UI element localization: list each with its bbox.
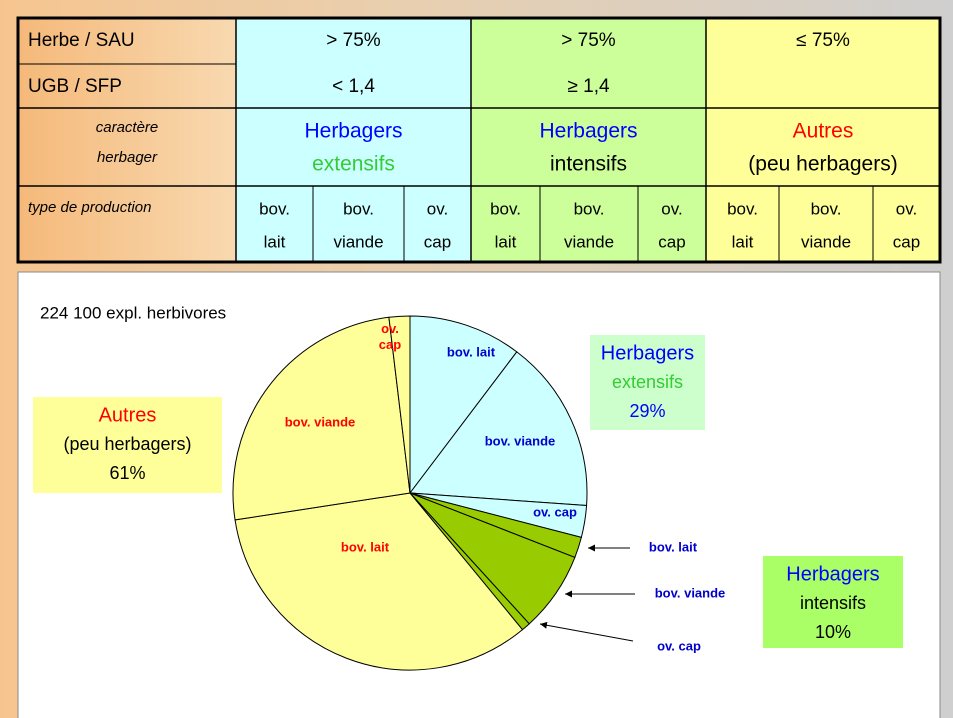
label: bov.	[811, 199, 842, 218]
label: cap	[424, 232, 451, 251]
label: viande	[801, 232, 851, 251]
arrow	[539, 621, 634, 642]
group-label: Herbagers	[601, 342, 694, 364]
label: Herbagers	[304, 120, 402, 143]
pie-slice	[232, 316, 411, 521]
slice-label: bov. viande	[485, 433, 556, 448]
chart-title: 224 100 expl. herbivores	[40, 303, 226, 322]
slice-label: ov. cap	[657, 638, 701, 653]
label: UGB / SFP	[28, 76, 122, 97]
label: intensifs	[550, 153, 627, 176]
label: cap	[893, 232, 920, 251]
pie-slice	[409, 351, 588, 507]
label: Herbagers	[539, 120, 637, 143]
label: Herbe / SAU	[28, 30, 135, 51]
header-cell	[18, 18, 236, 262]
group-label: Herbagers	[786, 563, 879, 585]
label: ov.	[661, 199, 682, 218]
group-label: 61%	[109, 463, 145, 483]
pie-slice	[234, 492, 524, 671]
slice-label: ov. cap	[533, 504, 577, 519]
group-cell	[236, 18, 471, 262]
label: bov.	[727, 199, 758, 218]
group-label: 10%	[815, 622, 851, 642]
label: > 75%	[326, 30, 381, 51]
group-label: 29%	[629, 401, 665, 421]
slice-label: bov. viande	[285, 414, 356, 429]
slice-label: bov. lait	[649, 539, 698, 554]
label: viande	[564, 232, 614, 251]
group-box	[33, 397, 222, 493]
label: lait	[732, 232, 754, 251]
label: cap	[658, 232, 685, 251]
label: caractère	[96, 119, 159, 136]
group-label: (peu herbagers)	[63, 434, 191, 454]
label: herbager	[97, 149, 158, 166]
group-label: extensifs	[612, 372, 683, 392]
label: (peu herbagers)	[748, 153, 897, 176]
label: type de production	[28, 199, 151, 216]
label: ov.	[896, 199, 917, 218]
label: ≤ 75%	[796, 30, 850, 51]
group-cell	[706, 18, 940, 262]
pie-slice	[409, 315, 518, 495]
label: lait	[495, 232, 517, 251]
label: bov.	[343, 199, 374, 218]
label: ov.	[427, 199, 448, 218]
label: > 75%	[561, 30, 616, 51]
label: extensifs	[312, 153, 395, 176]
group-box	[763, 556, 903, 648]
group-label: intensifs	[800, 593, 866, 613]
label: bov.	[574, 199, 605, 218]
slice-label: bov. lait	[341, 539, 390, 554]
label: Autres	[793, 120, 854, 143]
group-box	[590, 335, 705, 430]
pie-slice	[388, 315, 411, 494]
label: bov.	[259, 199, 290, 218]
group-cell	[471, 18, 706, 262]
group-label: Autres	[99, 404, 157, 426]
label: bov.	[490, 199, 521, 218]
label: ≥ 1,4	[567, 76, 610, 97]
table-border	[16, 16, 942, 264]
label: lait	[264, 232, 286, 251]
label: < 1,4	[332, 76, 375, 97]
slice-label: bov. lait	[447, 344, 496, 359]
label: viande	[333, 232, 383, 251]
slice-label: bov. viande	[655, 585, 726, 600]
slice-label: ov. cap	[379, 321, 401, 352]
